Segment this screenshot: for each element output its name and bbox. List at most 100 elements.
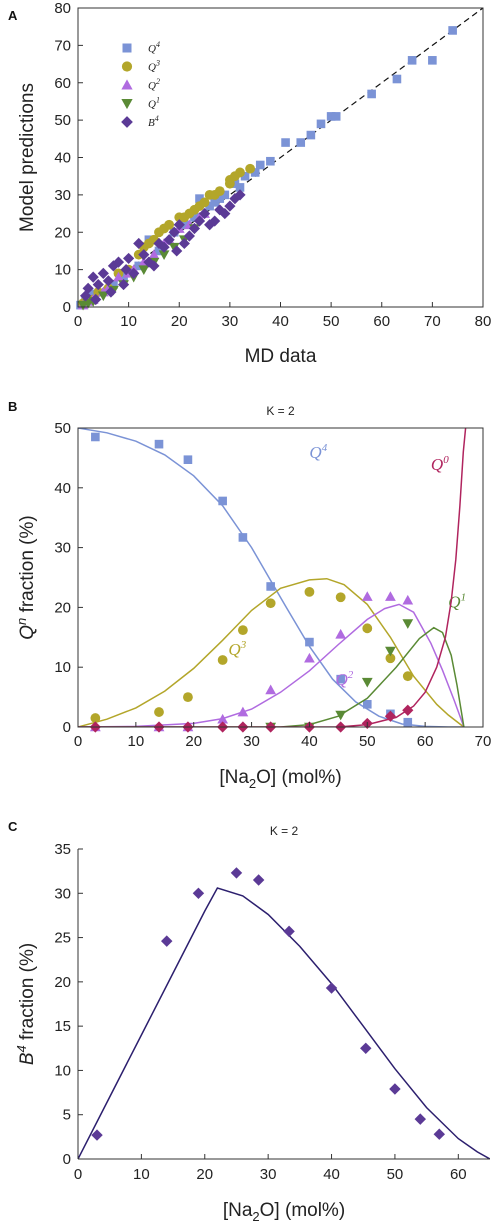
model-curve [78, 626, 465, 727]
y-tick-label: 5 [63, 1107, 71, 1124]
legend-marker [121, 61, 133, 72]
data-point [237, 706, 249, 717]
data-point [214, 186, 225, 197]
data-point [304, 586, 315, 597]
data-point [325, 982, 338, 994]
data-point [306, 130, 316, 140]
data-point [389, 1083, 401, 1095]
data-point [158, 250, 170, 261]
data-point [385, 591, 396, 601]
data-point [362, 623, 373, 634]
x-tick-label: 30 [260, 1166, 277, 1183]
data-point [304, 652, 315, 663]
x-tick-label: 50 [387, 1166, 404, 1183]
data-point [215, 194, 225, 203]
y-tick-label: 0 [63, 299, 71, 316]
x-tick-label: 60 [373, 313, 390, 330]
data-point [361, 591, 373, 601]
x-axis-label: [Na2O] (mol%) [219, 767, 341, 791]
panel-label: A [8, 8, 18, 23]
data-point [119, 272, 128, 282]
data-point [230, 179, 240, 188]
data-point [178, 237, 190, 250]
data-point [183, 692, 193, 702]
legend-marker [122, 43, 132, 53]
data-point [392, 74, 402, 84]
data-point [235, 167, 245, 178]
data-point [281, 138, 290, 147]
data-point [133, 237, 145, 250]
chart-title: K = 2 [270, 824, 299, 838]
x-tick-label: 30 [243, 733, 260, 750]
curve-label: Q0 [431, 454, 449, 474]
data-point [183, 230, 195, 242]
data-point [218, 496, 227, 506]
chart-title: K = 2 [266, 404, 295, 418]
data-point [385, 646, 396, 657]
data-point [219, 207, 231, 220]
legend-entry: B4 [148, 114, 159, 129]
data-point [385, 653, 396, 664]
data-point [326, 112, 336, 121]
y-tick-label: 30 [54, 540, 71, 557]
data-point [255, 160, 265, 170]
data-point [198, 207, 211, 220]
y-axis-label: Model predictions [17, 83, 38, 232]
data-point [360, 1042, 372, 1055]
x-tick-label: 10 [133, 1166, 150, 1183]
data-point [384, 710, 397, 722]
data-point [90, 293, 102, 306]
data-point [128, 267, 140, 279]
x-tick-label: 0 [74, 313, 82, 330]
data-point [154, 439, 164, 449]
series-b4 [80, 189, 246, 306]
y-tick-label: 0 [63, 719, 71, 736]
data-point [316, 119, 326, 129]
data-point [335, 710, 347, 721]
panel-c: C K = 2 0 10 20 30 40 50 60 0 5 10 15 20 25 30 35 [Na2O] … [8, 819, 490, 1224]
y-tick-label: 80 [54, 0, 71, 17]
x-tick-label: 60 [417, 733, 434, 750]
data-point [403, 717, 413, 727]
y-tick-label: 40 [54, 480, 71, 497]
data-point [266, 156, 275, 166]
x-tick-label: 80 [475, 313, 492, 330]
data-point [252, 874, 265, 886]
legend-entry: Q2 [148, 77, 160, 92]
data-point [164, 219, 175, 230]
data-point [195, 194, 204, 203]
x-tick-label: 10 [128, 733, 145, 750]
y-tick-label: 10 [54, 1062, 71, 1079]
data-point [120, 264, 132, 276]
data-point [105, 286, 117, 298]
data-point [112, 256, 125, 268]
data-point [428, 56, 437, 65]
data-point [305, 637, 314, 647]
data-point [171, 245, 183, 257]
x-tick-label: 20 [185, 733, 202, 750]
data-point [91, 432, 100, 442]
data-point [402, 671, 413, 682]
data-point [82, 282, 94, 294]
y-axis-label: B4 fraction (%) [14, 943, 38, 1065]
legend-entry: Q1 [148, 96, 160, 111]
x-tick-label: 40 [301, 733, 318, 750]
data-point [91, 1129, 103, 1141]
data-point [266, 582, 275, 591]
series-q3: Q3 [78, 577, 465, 727]
data-point [143, 256, 155, 268]
data-point [161, 935, 173, 947]
y-tick-label: 70 [54, 37, 71, 54]
data-point [90, 713, 101, 723]
y-tick-label: 0 [63, 1151, 71, 1168]
x-tick-label: 70 [475, 733, 492, 750]
data-point [362, 699, 372, 709]
legend-marker [121, 116, 133, 128]
data-point [138, 265, 150, 275]
data-point [250, 168, 260, 177]
data-point [237, 625, 248, 636]
y-tick-label: 60 [54, 75, 71, 92]
x-tick-label: 40 [272, 313, 289, 330]
